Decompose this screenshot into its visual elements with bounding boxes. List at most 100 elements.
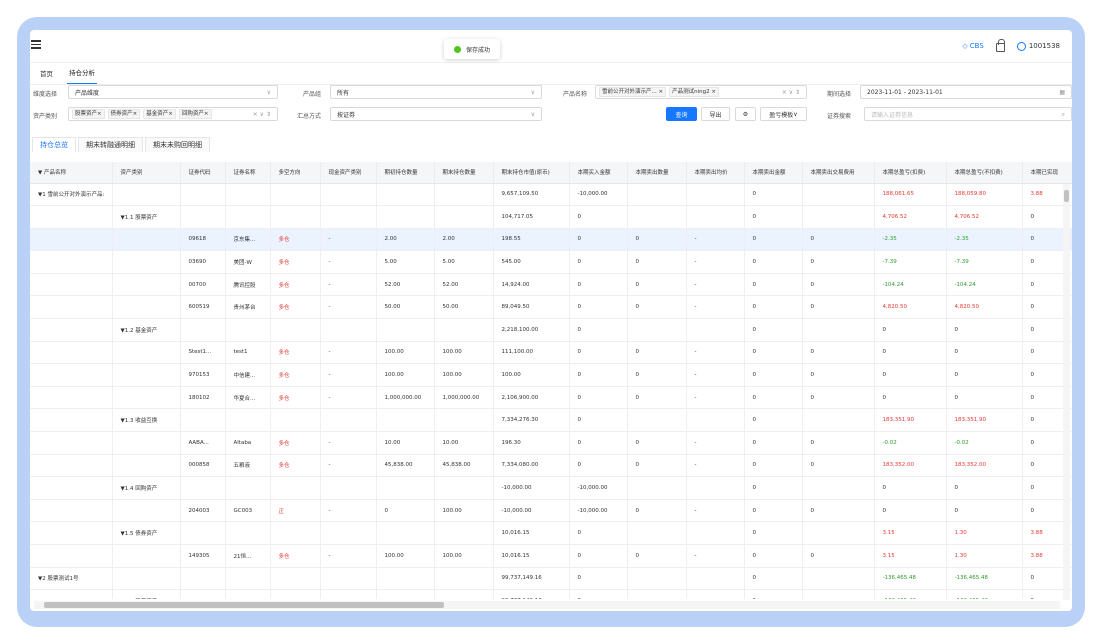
dim-select[interactable]: 产品维度 ∨ <box>68 85 278 99</box>
table-cell: - <box>320 295 377 320</box>
vertical-scrollbar[interactable] <box>1063 184 1070 600</box>
period-picker[interactable]: 2023-11-01 - 2023-11-01 ▦ <box>860 85 1072 99</box>
table-cell: 0 <box>569 205 628 229</box>
column-header[interactable]: 期初持仓数量 <box>376 162 435 184</box>
asset-tag[interactable]: 债券资产× <box>107 109 141 119</box>
horizontal-scrollbar[interactable] <box>34 601 1060 609</box>
table-cell: 腾讯控股 <box>225 273 271 297</box>
table-row[interactable]: ▼1.3 收益互换 7,334,276.30 0 0 183,351.90 183,351… <box>30 408 1072 433</box>
column-header[interactable]: 现金资产类别 <box>320 162 377 184</box>
table-row[interactable]: AABA... Altaba 多仓 -10.00 10.00 196.30 0 0-0 0 -0.… <box>30 431 1072 455</box>
table-row[interactable]: ▼2 股票测试1号 99,737,149.16 0 0 -136,465.48 -136,… <box>30 567 1072 591</box>
table-cell: 0 <box>744 499 803 523</box>
table-row[interactable]: ▼1.4 回购资产 -10,000.00 -10,000.00 0 0 0 0 <box>30 476 1072 500</box>
column-header[interactable]: 本期卖出均价 <box>686 162 745 184</box>
lock-icon[interactable] <box>995 39 1005 52</box>
asset-tag[interactable]: 基金资产× <box>143 109 176 119</box>
table-cell: GC003 <box>225 499 271 523</box>
table-row[interactable]: 970153 中信建... 多仓 -100.00 100.00 100.00 0 0-0 0 0 0… <box>30 363 1072 387</box>
product-select[interactable]: 雪前公开对外演示产... × 产品测试ning2 × × ∨ ⇕ <box>595 85 807 99</box>
table-row[interactable]: ▼1.2 基金资产 2,218,100.00 0 0 0 0 0 <box>30 318 1072 342</box>
table-row[interactable]: 000858 五粮液 多仓 -45,838.00 45,838.00 7,334,080.… <box>30 454 1072 478</box>
table-cell: 0 <box>802 454 875 478</box>
table-row[interactable]: ▼2.1 股票资产99,737,149.1600-136,465.48-136,… <box>30 589 1072 599</box>
table-row[interactable]: 03690 美团-W 多仓 -5.00 5.00 545.00 0 0-0 0 -7.39 -7.3… <box>30 250 1072 274</box>
column-header[interactable]: 本期总盈亏(不扣费) <box>946 162 1023 184</box>
pnl-template-button[interactable]: 盈亏模板 ∨ <box>760 107 807 121</box>
table-cell <box>270 183 321 207</box>
table-cell: 0 <box>1022 341 1072 365</box>
column-header[interactable]: 本期买入金额 <box>569 162 628 184</box>
user-menu[interactable]: 1001538 <box>1016 41 1060 51</box>
table-cell <box>376 205 435 229</box>
table-cell: - <box>320 273 377 297</box>
menu-icon[interactable] <box>31 40 41 49</box>
table-row[interactable]: ▼1.5 债券资产 10,016.15 0 0 3.15 1.30 3.88 <box>30 521 1072 545</box>
table-cell <box>30 295 113 320</box>
table-cell <box>376 589 435 599</box>
table-cell <box>225 318 271 342</box>
column-header[interactable]: 证券代码 <box>180 162 226 184</box>
column-header[interactable]: 本期卖出金额 <box>744 162 803 184</box>
table-cell: 0 <box>1022 476 1072 500</box>
table-cell: 0 <box>569 341 628 365</box>
table-cell <box>225 476 271 500</box>
table-cell: 0 <box>569 273 628 297</box>
table-cell: - <box>320 499 377 523</box>
column-header[interactable]: 证券名称 <box>225 162 271 184</box>
scroll-thumb[interactable] <box>1064 190 1069 202</box>
column-header[interactable]: 本期卖出交易费用 <box>802 162 875 184</box>
table-cell <box>434 476 494 500</box>
query-button[interactable]: 查询 <box>666 107 697 121</box>
export-button[interactable]: 导出 <box>701 107 730 121</box>
summary-select[interactable]: 按证券 ∨ <box>330 107 542 121</box>
table-row[interactable]: ▼1.1 股票资产 104,717.05 0 0 4,706.52 4,706.52 0 <box>30 205 1072 229</box>
column-header[interactable]: 期末持仓数量 <box>434 162 494 184</box>
table-row[interactable]: 600519 贵州茅台 多仓 -50.00 50.00 89,049.50 0 0-0 0 4,8… <box>30 295 1072 320</box>
table-cell <box>627 589 687 599</box>
product-tag[interactable]: 雪前公开对外演示产... × <box>599 87 667 97</box>
table-row[interactable]: ▼1 雪前公开对外演示产品: 9,657,109.50 -10,000.00 0 188… <box>30 183 1072 207</box>
table-row[interactable]: Stest1... test1 多仓 -100.00 100.00 111,100.00 0… <box>30 341 1072 365</box>
search-input[interactable]: 请输入证券信息 ⌕ <box>864 107 1072 121</box>
asset-select[interactable]: 股票资产× 债券资产× 基金资产× 回购资产× × ∨ ⇕ <box>68 107 278 121</box>
cbs-link[interactable]: ◇ CBS <box>962 42 983 50</box>
table-row[interactable]: 204003 GC003 正 -0 100.00 -10,000.00 -10,000.00… <box>30 499 1072 523</box>
table-row[interactable]: 149305 21恒... 多仓 -100.00 100.00 10,016.15 0 0-0… <box>30 544 1072 568</box>
table-header-row: ▼ 产品名称 资产类别 证券代码 证券名称 多空方向 现金资产类别 期初持仓数量 期末持仓数量… <box>30 162 1072 184</box>
table-cell: 10.00 <box>376 431 435 455</box>
product-tag[interactable]: 产品测试ning2 × <box>669 87 719 97</box>
tab-position-analysis[interactable]: 持仓分析 <box>67 67 97 84</box>
table-cell: 100.00 <box>376 341 435 365</box>
asset-tag[interactable]: 股票资产× <box>72 109 105 119</box>
table-row[interactable]: 180102 华夏合... 多仓 -1,000,000.00 1,000,000.00 2… <box>30 386 1072 410</box>
scroll-thumb[interactable] <box>44 602 444 608</box>
table-cell: 1.30 <box>946 521 1023 545</box>
table-cell: 14,924.00 <box>493 273 570 297</box>
table-cell: 5.00 <box>434 250 494 274</box>
group-select[interactable]: 所有 ∨ <box>330 85 542 99</box>
subtab-repurchase-detail[interactable]: 期末未购回明细 <box>145 137 210 152</box>
table-cell: 0 <box>946 476 1023 500</box>
table-cell <box>225 183 271 207</box>
column-header[interactable]: 本期卖出数量 <box>627 162 687 184</box>
column-header[interactable]: 期末持仓市值(原币) <box>493 162 570 184</box>
settings-button[interactable]: ⚙ <box>735 107 756 121</box>
subtab-margin-detail[interactable]: 期末转融通明细 <box>78 137 143 152</box>
table-row[interactable]: 09618 京东集... 多仓 -2.00 2.00 198.55 0 0-0 0 -2.35 -2… <box>30 228 1072 252</box>
column-header[interactable]: ▼ 产品名称 <box>30 162 113 184</box>
table-cell: 0 <box>1022 363 1072 387</box>
column-header[interactable]: 多空方向 <box>270 162 321 184</box>
table-row[interactable]: 00700 腾讯控股 多仓 -52.00 52.00 14,924.00 0 0-0 0 -104… <box>30 273 1072 297</box>
column-header[interactable]: 本期已实现 <box>1022 162 1072 184</box>
table-cell <box>686 408 745 433</box>
table-cell: 188,059.80 <box>946 183 1023 207</box>
sub-tabs: 持仓总览 期末转融通明细 期末未购回明细 <box>30 135 1072 152</box>
table-cell: 7,334,080.00 <box>493 454 570 478</box>
tab-home[interactable]: 首页 <box>40 70 53 78</box>
column-header[interactable]: 本期总盈亏(扣费) <box>874 162 947 184</box>
subtab-overview[interactable]: 持仓总览 <box>32 137 76 152</box>
asset-tag[interactable]: 回购资产× <box>178 109 212 119</box>
column-header[interactable]: 资产类别 <box>112 162 181 184</box>
table-cell: 0 <box>569 589 628 599</box>
